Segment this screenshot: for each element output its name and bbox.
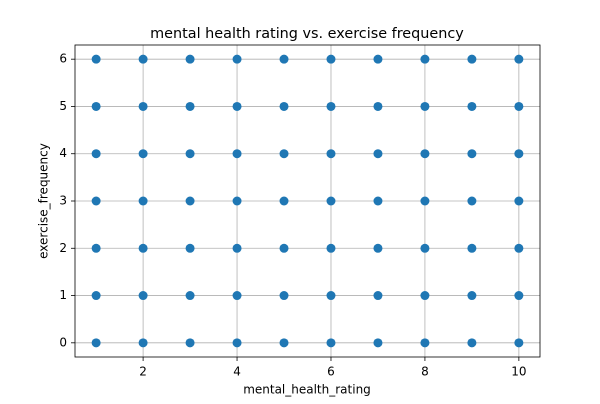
point [467, 291, 477, 301]
point [279, 338, 289, 348]
point [91, 196, 101, 206]
point [420, 243, 430, 253]
point [467, 243, 477, 253]
x-axis-label: mental_health_rating [243, 383, 371, 397]
point [138, 196, 148, 206]
point [514, 196, 524, 206]
point [232, 243, 242, 253]
point [467, 101, 477, 111]
point [373, 149, 383, 159]
y-tick-label: 6 [59, 52, 67, 66]
x-tick-label: 4 [233, 365, 241, 379]
point [326, 54, 336, 64]
point [467, 54, 477, 64]
y-tick-label: 0 [59, 335, 67, 349]
y-tick-label: 3 [59, 194, 67, 208]
point [514, 338, 524, 348]
point [91, 149, 101, 159]
point [185, 54, 195, 64]
point [91, 54, 101, 64]
point [232, 149, 242, 159]
point [138, 54, 148, 64]
y-tick-label: 2 [59, 241, 67, 255]
point [138, 101, 148, 111]
x-tick-label: 6 [327, 365, 335, 379]
point [420, 149, 430, 159]
point [185, 243, 195, 253]
y-tick-label: 1 [59, 288, 67, 302]
point [514, 101, 524, 111]
point [279, 149, 289, 159]
point [91, 101, 101, 111]
y-tick-label: 5 [59, 99, 67, 113]
point [232, 338, 242, 348]
point [185, 196, 195, 206]
point [373, 338, 383, 348]
point [279, 291, 289, 301]
point [420, 101, 430, 111]
point [138, 243, 148, 253]
point [467, 149, 477, 159]
point [138, 291, 148, 301]
point [185, 338, 195, 348]
point [326, 196, 336, 206]
point [185, 291, 195, 301]
point [326, 101, 336, 111]
point [373, 243, 383, 253]
point [373, 196, 383, 206]
point [373, 54, 383, 64]
point [420, 291, 430, 301]
point [91, 338, 101, 348]
point [279, 243, 289, 253]
point [232, 54, 242, 64]
x-tick-label: 8 [421, 365, 429, 379]
point [514, 149, 524, 159]
point [420, 196, 430, 206]
chart-title: mental health rating vs. exercise freque… [150, 26, 464, 42]
point [279, 196, 289, 206]
point [467, 338, 477, 348]
point [185, 149, 195, 159]
point [514, 291, 524, 301]
point [326, 243, 336, 253]
point [279, 54, 289, 64]
plot-frame [74, 44, 541, 358]
point [138, 338, 148, 348]
point [373, 291, 383, 301]
point [91, 243, 101, 253]
point [514, 243, 524, 253]
x-tick-label: 10 [511, 365, 526, 379]
point [326, 149, 336, 159]
point [279, 101, 289, 111]
point [326, 338, 336, 348]
point [420, 54, 430, 64]
point [467, 196, 477, 206]
point [138, 149, 148, 159]
point [373, 101, 383, 111]
x-tick-label: 2 [139, 365, 147, 379]
point [514, 54, 524, 64]
y-tick-label: 4 [59, 146, 67, 160]
point [232, 291, 242, 301]
point [420, 338, 430, 348]
point [232, 101, 242, 111]
point [232, 196, 242, 206]
point [185, 101, 195, 111]
point [326, 291, 336, 301]
y-axis-label: exercise_frequency [37, 143, 51, 259]
point [91, 291, 101, 301]
